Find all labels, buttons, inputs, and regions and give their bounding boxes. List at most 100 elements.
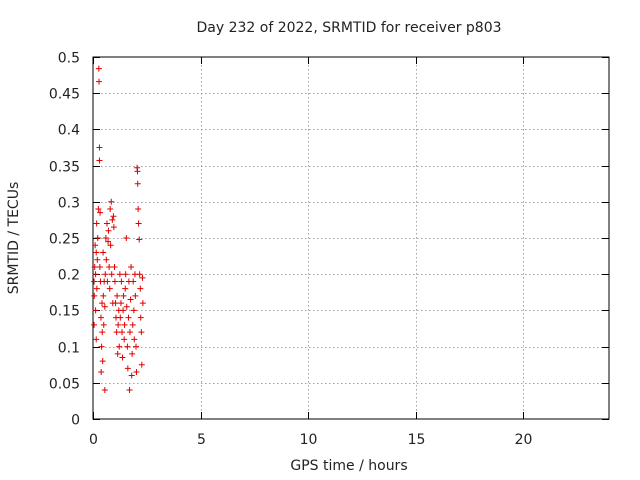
data-point [117,300,124,307]
data-point [129,350,136,357]
y-tick-label: 0.4 [58,123,80,139]
data-point [100,321,107,328]
data-point [97,314,104,321]
y-tick-label: 0.2 [58,268,80,284]
y-tick-label: 0.25 [49,232,80,248]
data-point [115,321,122,328]
data-point [108,271,115,278]
data-point [117,314,124,321]
data-point [124,343,131,350]
data-point [120,307,127,314]
data-point [125,314,132,321]
data-point [138,361,145,368]
data-point [138,329,145,336]
data-point [114,350,121,357]
data-point [91,263,98,270]
data-point [91,278,98,285]
data-point [119,354,126,361]
tick-labels: 0 0.05 0.1 0.15 0.2 0.25 0.3 0.35 0.4 0.45 0.5 0 5 10… [49,51,533,449]
data-point [114,292,121,299]
grid-lines [93,57,609,419]
data-point [121,336,128,343]
data-point [130,278,137,285]
data-point [129,321,136,328]
data-point [93,249,100,256]
x-tick-label: 5 [197,432,206,448]
data-point [94,256,101,263]
data-point [132,292,139,299]
data-point [93,285,100,292]
data-point [99,329,106,336]
data-points [91,65,146,394]
data-point [101,303,108,310]
data-point [96,263,103,270]
data-point [104,278,111,285]
data-point [99,300,106,307]
data-point [131,336,138,343]
y-tick-label: 0.1 [58,341,80,357]
data-point [98,368,105,375]
data-point [94,235,101,241]
data-point [112,300,119,307]
x-tick-label: 15 [408,432,426,448]
data-point [109,216,116,223]
data-point [124,365,131,372]
data-point [126,387,133,394]
data-point [116,271,123,278]
data-point [134,180,141,187]
data-point [97,209,104,216]
y-tick-label: 0.45 [49,87,80,103]
data-point [106,263,113,270]
y-tick-label: 0 [71,413,80,429]
data-point [123,303,130,310]
data-point [130,307,137,314]
y-tick-label: 0.35 [49,160,80,176]
data-point [101,387,108,394]
data-point [111,263,118,270]
data-point [127,296,134,303]
plot-frame [92,56,610,420]
data-point [93,336,100,343]
y-tick-label: 0.3 [58,196,80,212]
data-point [105,238,112,245]
data-point [103,220,110,227]
data-point [111,278,118,285]
data-point [123,235,130,241]
x-tick-label: 10 [300,432,318,448]
x-tick-label: 20 [515,432,533,448]
y-axis-label: SRMTID / TECUs [6,182,22,295]
y-tick-label: 0.15 [49,304,80,320]
data-point [110,213,117,220]
data-point [108,198,115,205]
data-point [136,271,143,278]
data-point [103,256,110,263]
data-point [110,224,117,231]
data-point [92,242,99,249]
data-point [113,329,120,336]
data-point [121,321,128,328]
data-point [136,236,143,243]
data-point [98,343,105,350]
y-tick-label: 0.5 [58,51,80,67]
data-point [135,206,142,213]
data-point [116,343,123,350]
data-point [135,220,142,227]
data-point [137,285,144,292]
data-point [119,329,126,336]
x-axis-label: GPS time / hours [290,458,407,474]
chart-title: Day 232 of 2022, SRMTID for receiver p80… [196,20,501,36]
data-point [100,292,107,299]
data-point [95,65,102,72]
data-point [107,242,114,249]
data-point [139,300,146,307]
data-point [126,329,133,336]
data-point [120,292,127,299]
data-point [128,372,135,379]
data-point [139,274,146,281]
data-point [122,285,129,292]
data-point [91,292,98,299]
data-point [137,314,144,321]
data-point [102,271,109,278]
data-point [95,206,102,213]
